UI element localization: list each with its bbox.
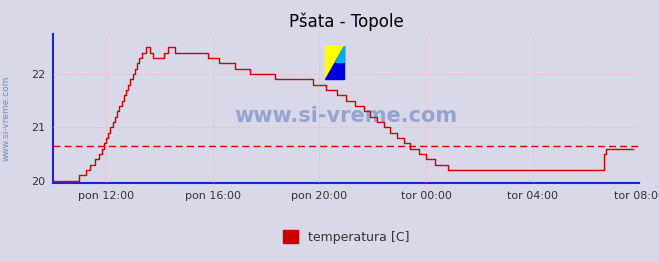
Text: www.si-vreme.com: www.si-vreme.com: [235, 106, 457, 126]
Legend: temperatura [C]: temperatura [C]: [277, 225, 415, 249]
Polygon shape: [326, 46, 344, 79]
Polygon shape: [326, 46, 344, 79]
Text: www.si-vreme.com: www.si-vreme.com: [2, 75, 11, 161]
Title: Pšata - Topole: Pšata - Topole: [289, 13, 403, 31]
Polygon shape: [335, 46, 344, 62]
